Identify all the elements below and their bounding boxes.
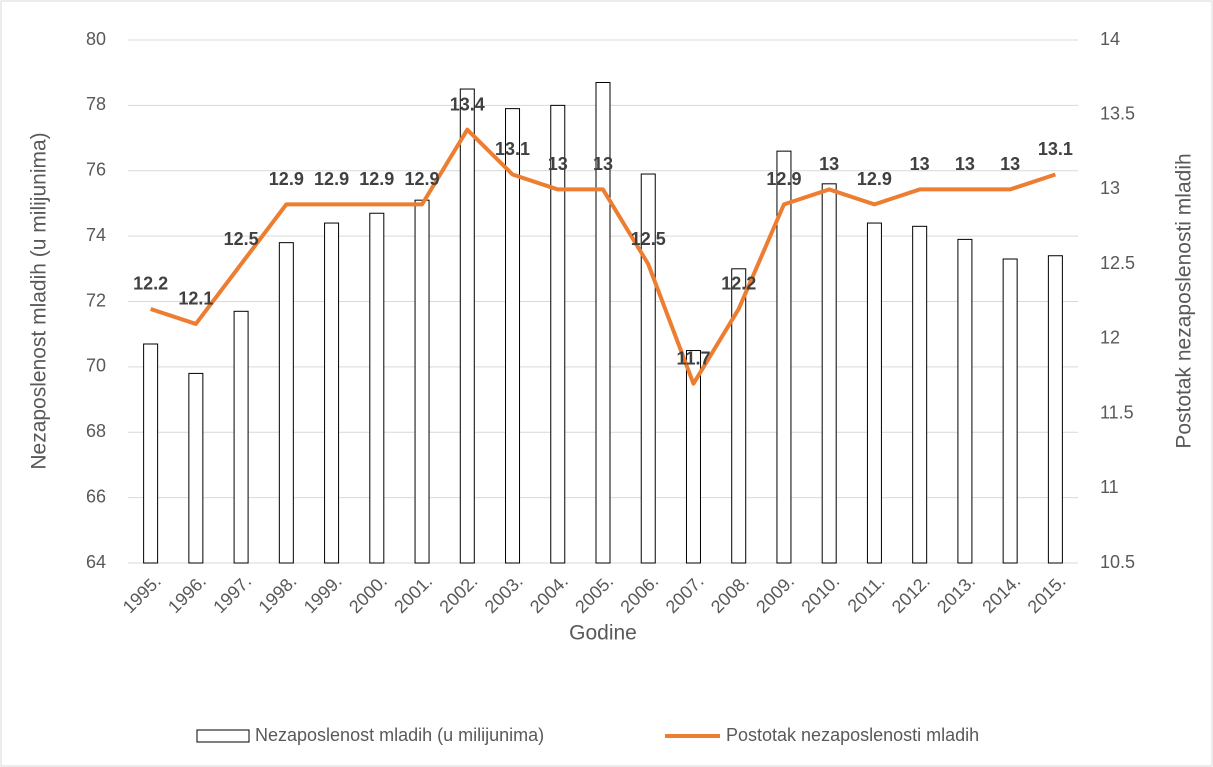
- bar: [912, 225, 928, 564]
- y-tick-label: 70: [86, 356, 106, 376]
- data-label: 13: [819, 154, 839, 174]
- y2-tick-label: 12: [1100, 328, 1120, 348]
- data-label: 13.1: [495, 139, 530, 159]
- y-tick-label: 68: [86, 421, 106, 441]
- data-label: 12.1: [178, 289, 213, 309]
- bar: [685, 350, 701, 564]
- bar: [505, 108, 521, 564]
- bar: [1002, 258, 1018, 564]
- bar: [731, 268, 747, 564]
- y2-axis-title: Postotak nezaposlenosti mladih: [1173, 153, 1196, 448]
- legend-label: Nezaposlenost mladih (u milijunima): [255, 725, 544, 745]
- data-label: 13.1: [1038, 139, 1073, 159]
- y-axis-title: Nezaposlenost mladih (u milijunima): [28, 132, 51, 469]
- data-label: 13: [910, 154, 930, 174]
- bar: [821, 183, 837, 564]
- bar: [278, 242, 294, 564]
- bar: [188, 372, 204, 564]
- legend-swatch: [196, 729, 250, 743]
- y2-tick-label: 10.5: [1100, 552, 1135, 572]
- bar: [324, 222, 340, 564]
- data-label: 13.4: [450, 94, 485, 114]
- y2-tick-label: 11: [1100, 477, 1119, 497]
- y2-tick-label: 13.5: [1100, 103, 1135, 123]
- bar: [143, 343, 159, 564]
- y2-tick-label: 12.5: [1100, 253, 1135, 273]
- y-tick-label: 80: [86, 29, 106, 49]
- bar: [866, 222, 882, 564]
- y-tick-label: 76: [86, 160, 106, 180]
- data-label: 11.7: [676, 348, 710, 368]
- legend-label: Postotak nezaposlenosti mladih: [726, 725, 979, 745]
- y-tick-label: 66: [86, 486, 106, 506]
- data-label: 12.9: [766, 169, 801, 189]
- data-label: 12.9: [269, 169, 304, 189]
- bar: [957, 238, 973, 564]
- bar: [414, 199, 430, 564]
- bar: [233, 310, 249, 564]
- data-label: 13: [1000, 154, 1020, 174]
- bar: [369, 212, 385, 564]
- bar: [595, 81, 611, 564]
- x-axis-title: Godine: [569, 622, 637, 645]
- data-label: 12.9: [359, 169, 394, 189]
- y-tick-label: 72: [86, 290, 106, 310]
- bar: [1047, 255, 1063, 564]
- y-tick-label: 74: [86, 225, 106, 245]
- data-label: 12.2: [133, 274, 168, 294]
- bar: [550, 104, 566, 564]
- bar: [459, 88, 475, 564]
- y2-tick-label: 11.5: [1100, 402, 1134, 422]
- data-label: 12.9: [314, 169, 349, 189]
- bar: [776, 150, 792, 564]
- data-label: 12.9: [405, 169, 440, 189]
- y2-tick-label: 13: [1100, 178, 1120, 198]
- line: [149, 127, 1057, 386]
- data-label: 12.5: [631, 229, 666, 249]
- y2-tick-label: 14: [1100, 29, 1120, 49]
- y-tick-label: 64: [86, 552, 106, 572]
- y-tick-label: 78: [86, 94, 106, 114]
- data-label: 13: [955, 154, 975, 174]
- data-label: 12.2: [721, 274, 756, 294]
- data-label: 13: [593, 154, 613, 174]
- data-label: 13: [548, 154, 568, 174]
- data-label: 12.9: [857, 169, 892, 189]
- data-label: 12.5: [224, 229, 259, 249]
